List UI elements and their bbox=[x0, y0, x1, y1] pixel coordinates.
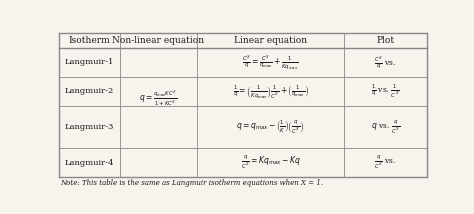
Text: $\frac{1}{q}$ vs. $\frac{1}{C^X}$: $\frac{1}{q}$ vs. $\frac{1}{C^X}$ bbox=[371, 83, 400, 100]
Text: $\frac{q}{C^X} = Kq_{max} - Kq$: $\frac{q}{C^X} = Kq_{max} - Kq$ bbox=[240, 154, 301, 171]
Text: $q = q_{max} - \left(\frac{1}{K}\right)\left(\frac{q}{C^X}\right)$: $q = q_{max} - \left(\frac{1}{K}\right)\… bbox=[237, 118, 305, 136]
Text: Plot: Plot bbox=[376, 36, 394, 45]
Text: Langmuir-2: Langmuir-2 bbox=[65, 87, 114, 95]
Text: Langmuir-3: Langmuir-3 bbox=[65, 123, 114, 131]
Text: $\frac{q}{C^X}$ vs.: $\frac{q}{C^X}$ vs. bbox=[374, 154, 396, 171]
Text: $\frac{C^X}{q}$ vs.: $\frac{C^X}{q}$ vs. bbox=[374, 54, 396, 71]
Text: $\frac{C^X}{q} = \frac{C^X}{q_{max}} + \frac{1}{Kq_{max}}$: $\frac{C^X}{q} = \frac{C^X}{q_{max}} + \… bbox=[242, 54, 299, 71]
Text: Isotherm: Isotherm bbox=[69, 36, 110, 45]
Text: $\frac{1}{q} = \left(\frac{1}{Kq_{max}}\right)\frac{1}{C^X} + \left(\frac{1}{q_{: $\frac{1}{q} = \left(\frac{1}{Kq_{max}}\… bbox=[233, 83, 309, 100]
Text: $q = \frac{q_{max}KC^X}{1 + KC^X}$: $q = \frac{q_{max}KC^X}{1 + KC^X}$ bbox=[139, 88, 178, 108]
Text: Langmuir-1: Langmuir-1 bbox=[65, 58, 114, 66]
Text: Non-linear equation: Non-linear equation bbox=[112, 36, 204, 45]
Text: Note: This table is the same as Langmuir isotherm equations when X = 1.: Note: This table is the same as Langmuir… bbox=[60, 179, 323, 187]
Text: Langmuir-4: Langmuir-4 bbox=[65, 159, 114, 167]
Text: Linear equation: Linear equation bbox=[234, 36, 307, 45]
Text: $q$ vs. $\frac{q}{C^X}$: $q$ vs. $\frac{q}{C^X}$ bbox=[371, 118, 400, 136]
